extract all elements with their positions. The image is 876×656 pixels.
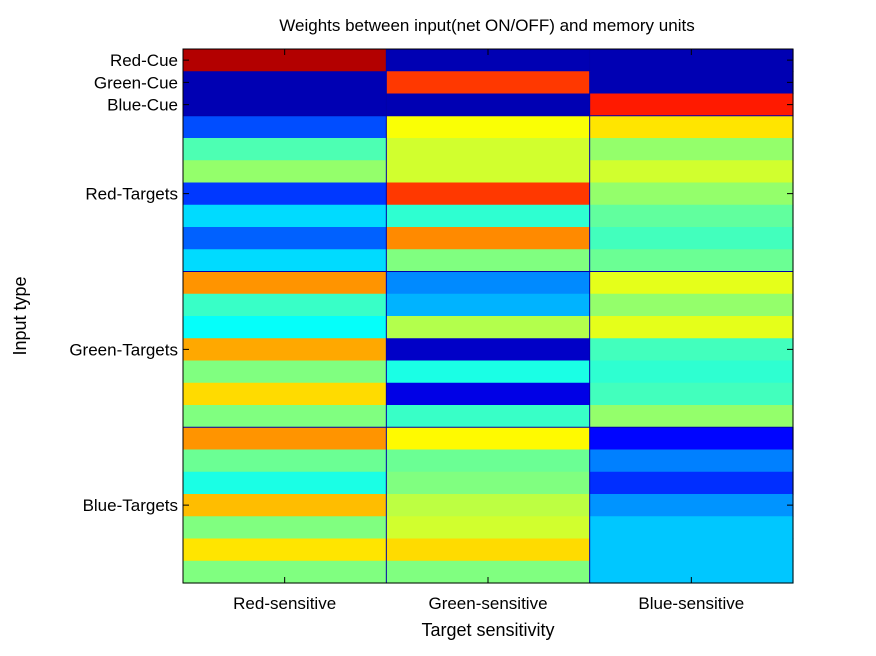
heatmap-cell xyxy=(183,249,387,273)
heatmap-cell xyxy=(589,316,794,339)
heatmap-cell xyxy=(183,494,387,517)
heatmap-cell xyxy=(386,49,591,72)
heatmap-cell xyxy=(589,338,794,362)
heatmap-cell xyxy=(589,182,794,206)
heatmap-cell xyxy=(183,449,387,473)
y-tick-label: Red-Targets xyxy=(85,185,178,204)
heatmap-cell xyxy=(589,360,794,384)
heatmap-cell xyxy=(386,449,591,473)
heatmap-cell xyxy=(589,427,794,451)
x-axis-label: Target sensitivity xyxy=(421,620,554,640)
heatmap-cell xyxy=(183,382,387,406)
heatmap-cell xyxy=(589,49,794,72)
heatmap-cell xyxy=(589,293,794,317)
heatmap-cell xyxy=(386,293,591,317)
heatmap-cell xyxy=(386,71,591,95)
y-tick-label: Green-Targets xyxy=(69,340,178,359)
heatmap-cell xyxy=(589,227,794,250)
heatmap-cell xyxy=(183,160,387,184)
y-tick-label: Blue-Targets xyxy=(83,496,178,515)
chart-title: Weights between input(net ON/OFF) and me… xyxy=(279,16,694,35)
heatmap-cell xyxy=(183,227,387,250)
heatmap-cell xyxy=(386,382,591,406)
heatmap-cell xyxy=(589,138,794,161)
heatmap-cell xyxy=(589,71,794,95)
heatmap-cell xyxy=(183,560,387,584)
heatmap-cell xyxy=(386,204,591,228)
heatmap-cell xyxy=(386,271,591,295)
heatmap-cell xyxy=(183,516,387,540)
heatmap-cell xyxy=(589,204,794,228)
x-tick-label: Blue-sensitive xyxy=(638,594,744,613)
heatmap-cell xyxy=(183,471,387,495)
heatmap-cell xyxy=(183,138,387,161)
heatmap-cell xyxy=(589,271,794,295)
heatmap-cells xyxy=(183,49,794,584)
heatmap-cell xyxy=(183,427,387,451)
heatmap-cell xyxy=(386,516,591,540)
heatmap-cell xyxy=(386,115,591,139)
heatmap-cell xyxy=(589,249,794,273)
heatmap-cell xyxy=(386,249,591,273)
y-tick-label: Green-Cue xyxy=(94,73,178,92)
heatmap-cell xyxy=(589,382,794,406)
heatmap-cell xyxy=(183,405,387,428)
heatmap-cell xyxy=(386,160,591,184)
heatmap-cell xyxy=(183,204,387,228)
heatmap-cell xyxy=(386,93,591,117)
heatmap-cell xyxy=(183,338,387,362)
heatmap-cell xyxy=(386,360,591,384)
y-tick-label: Red-Cue xyxy=(110,51,178,70)
heatmap-cell xyxy=(386,427,591,451)
heatmap-cell xyxy=(589,405,794,428)
heatmap-cell xyxy=(183,360,387,384)
heatmap-cell xyxy=(386,405,591,428)
heatmap-cell xyxy=(183,182,387,206)
heatmap-cell xyxy=(386,182,591,206)
heatmap-cell xyxy=(589,560,794,584)
heatmap-cell xyxy=(183,538,387,562)
heatmap-cell xyxy=(589,538,794,562)
heatmap-cell xyxy=(386,316,591,339)
heatmap-cell xyxy=(589,449,794,473)
heatmap-cell xyxy=(589,115,794,139)
heatmap-cell xyxy=(386,138,591,161)
heatmap-cell xyxy=(183,316,387,339)
heatmap-cell xyxy=(183,115,387,139)
heatmap-cell xyxy=(589,516,794,540)
heatmap-cell xyxy=(183,271,387,295)
heatmap-cell xyxy=(386,494,591,517)
heatmap-cell xyxy=(183,293,387,317)
heatmap-cell xyxy=(589,93,794,117)
heatmap-cell xyxy=(386,538,591,562)
heatmap-cell xyxy=(386,471,591,495)
heatmap-cell xyxy=(589,471,794,495)
heatmap-cell xyxy=(386,227,591,250)
y-tick-label: Blue-Cue xyxy=(107,96,178,115)
heatmap-cell xyxy=(183,71,387,95)
heatmap-cell xyxy=(183,93,387,117)
x-tick-label: Red-sensitive xyxy=(233,594,336,613)
heatmap-cell xyxy=(589,494,794,517)
y-tick-labels: Red-Cue Green-Cue Blue-Cue Red-Targets Green… xyxy=(69,51,793,515)
group-separators xyxy=(183,49,793,583)
x-tick-labels: Red-sensitive Green-sensitive Blue-sensiti… xyxy=(233,49,744,613)
x-tick-label: Green-sensitive xyxy=(428,594,547,613)
heatmap-cell xyxy=(386,338,591,362)
heatmap-cell xyxy=(386,560,591,584)
y-axis-label: Input type xyxy=(10,276,30,355)
heatmap-cell xyxy=(589,160,794,184)
heatmap-cell xyxy=(183,49,387,72)
